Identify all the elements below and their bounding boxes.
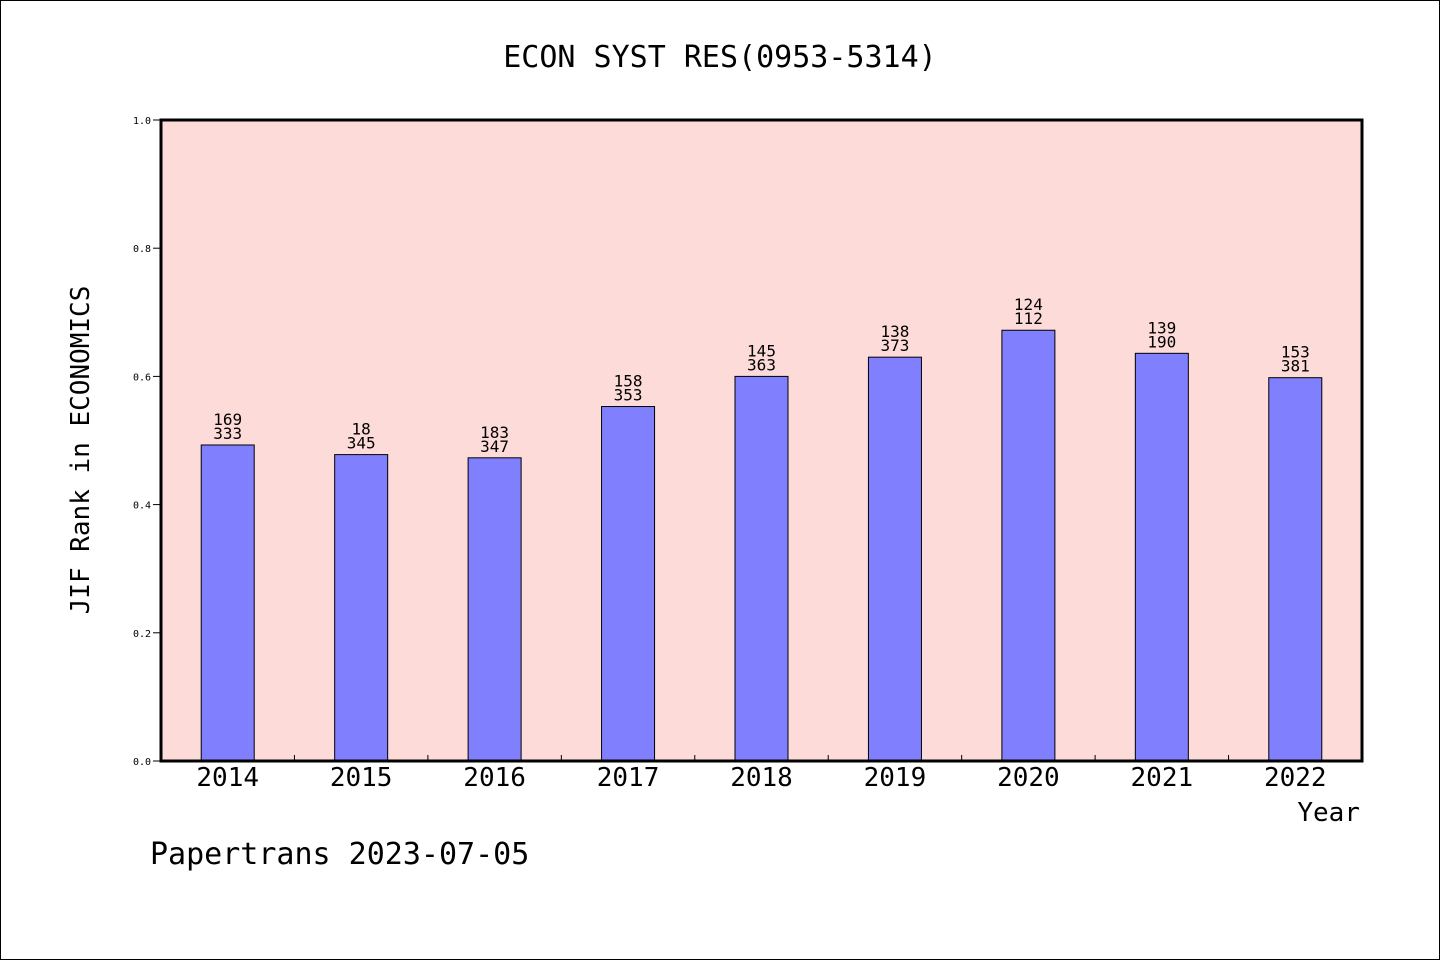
bar-label-top-2022: 153 [1281, 343, 1310, 362]
x-tick-label-2016: 2016 [463, 763, 526, 793]
x-axis-label: Year [1297, 798, 1360, 828]
x-tick-label-2022: 2022 [1264, 763, 1327, 793]
x-tick-label-2015: 2015 [330, 763, 393, 793]
bar-label-top-2019: 138 [880, 322, 909, 341]
x-tick-label-2019: 2019 [864, 763, 927, 793]
y-tick-label: 0.8 [133, 244, 151, 255]
x-tick-label-2017: 2017 [597, 763, 660, 793]
bar-label-top-2016: 183 [480, 423, 509, 442]
bar-label-bottom-2015: 345 [347, 434, 376, 453]
x-tick-label-2020: 2020 [997, 763, 1060, 793]
bar-2017 [601, 406, 656, 762]
bar-label-top-2014: 169 [213, 410, 242, 429]
plot-border [159, 118, 1364, 763]
bar-2016 [467, 457, 522, 762]
y-axis-label: JIF Rank in ECONOMICS [66, 286, 96, 615]
bar-label-bottom-2020: 112 [1014, 309, 1043, 328]
bar-label-top-2017: 158 [614, 372, 643, 391]
y-tick-label: 0.0 [133, 757, 151, 768]
y-tick-label: 0.6 [133, 372, 151, 383]
chart-title: ECON SYST RES(0953-5314) [503, 40, 936, 75]
x-tick-label-2018: 2018 [730, 763, 793, 793]
footer-note: Papertrans 2023-07-05 [150, 837, 529, 872]
bar-label-bottom-2019: 373 [880, 336, 909, 355]
y-tick-label: 1.0 [133, 116, 151, 127]
bar-2021 [1134, 352, 1189, 762]
bar-2014 [200, 444, 255, 762]
bar-label-bottom-2022: 381 [1281, 357, 1310, 376]
bar-label-bottom-2018: 363 [747, 355, 776, 374]
bar-label-top-2021: 139 [1147, 318, 1176, 337]
bar-label-top-2020: 124 [1014, 295, 1043, 314]
x-tick-label-2014: 2014 [196, 763, 259, 793]
bar-label-bottom-2014: 333 [213, 424, 242, 443]
y-tick-label: 0.2 [133, 629, 151, 640]
x-tick-label-2021: 2021 [1131, 763, 1194, 793]
bar-2022 [1268, 377, 1323, 762]
bar-2018 [734, 375, 789, 762]
bar-label-top-2018: 145 [747, 341, 776, 360]
bar-label-bottom-2021: 190 [1147, 332, 1176, 351]
bar-2015 [334, 454, 389, 762]
bar-label-bottom-2017: 353 [614, 386, 643, 405]
x-axis-ticks: 2014 2015 2016 2017 2018 2019 2020 2021 2022 [196, 755, 1327, 793]
y-axis-ticks: 0.0 0.2 0.4 0.6 0.8 1.0 [133, 116, 161, 768]
bar-2019 [867, 356, 922, 762]
bar-label-bottom-2016: 347 [480, 437, 509, 456]
bar-2020 [1001, 329, 1056, 762]
y-tick-label: 0.4 [133, 501, 151, 512]
bar-label-top-2015: 18 [352, 420, 371, 439]
